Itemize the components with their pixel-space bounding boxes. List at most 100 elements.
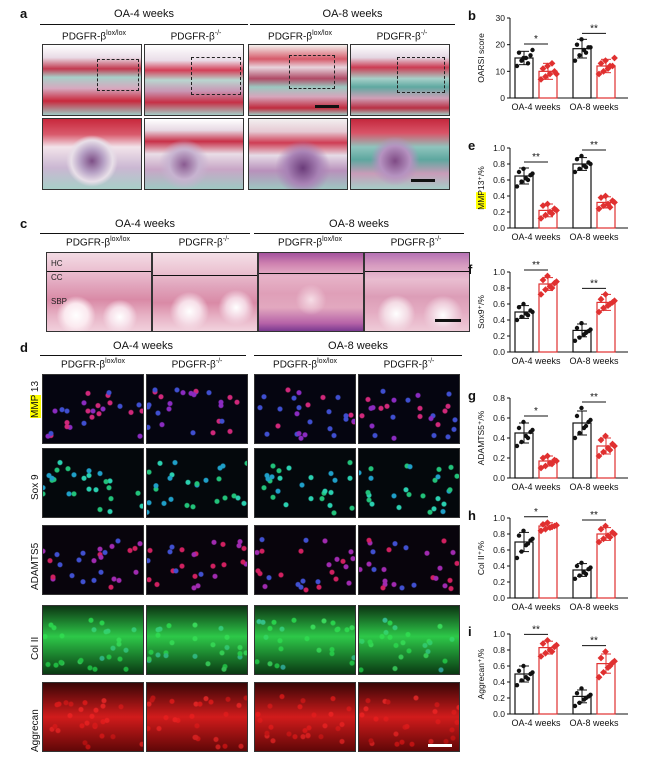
panel-c-group-2-line: [254, 233, 464, 234]
significance-label: *: [534, 34, 538, 45]
data-point: [525, 435, 531, 441]
panel-a-inset-box-2: [191, 57, 241, 95]
tidemark-line: [153, 275, 257, 276]
data-point: [530, 536, 535, 541]
chart-b-y-label: OARSI score: [476, 33, 486, 83]
if-image-aggrecan-3: [254, 682, 356, 752]
panel-c-label: c: [20, 216, 28, 231]
panel-d-group-1-line: [40, 355, 246, 356]
panel-c-he-image-3: [258, 252, 364, 332]
bar: [538, 525, 558, 599]
data-point: [577, 53, 582, 58]
row-label-mmp13: MMP 13: [30, 380, 41, 418]
chart-i-y-label: Aggrecan⁺/%: [476, 648, 486, 699]
category-label: OA-4 weeks: [511, 602, 561, 612]
row-label-aggrecan: Aggrecan: [30, 709, 41, 752]
y-tick-label: 0.8: [493, 645, 505, 655]
y-tick-label: 0.0: [493, 223, 505, 233]
significance-label: **: [590, 510, 598, 521]
y-tick-label: 0.6: [493, 299, 505, 309]
panel-a-scale-bar-bottom: [411, 179, 435, 182]
if-image-sox9-3: [254, 448, 356, 518]
data-point: [583, 571, 589, 577]
if-image-sox9-4: [358, 448, 460, 518]
data-point: [597, 295, 605, 303]
data-point: [525, 676, 531, 681]
data-point: [525, 61, 531, 66]
significance-label: **: [590, 392, 598, 403]
data-point: [606, 662, 614, 670]
y-tick-label: 0.2: [493, 577, 505, 587]
category-label: OA-8 weeks: [569, 482, 619, 492]
y-tick-label: 0.0: [493, 347, 505, 357]
data-point: [530, 47, 535, 53]
data-point: [579, 560, 584, 565]
chart-g-y-label: ADAMTS5⁺/%: [476, 410, 486, 465]
y-tick-label: 1.0: [493, 513, 505, 523]
data-point: [537, 653, 545, 660]
y-tick-label: 0: [500, 93, 505, 103]
data-point: [516, 50, 522, 55]
category-label: OA-8 weeks: [569, 718, 619, 728]
panel-e-label: e: [468, 138, 475, 153]
y-tick-label: 0.8: [493, 159, 505, 169]
y-tick-label: 0.4: [493, 433, 505, 443]
data-point: [548, 648, 556, 655]
data-point: [530, 427, 535, 433]
panel-d-genotype-1: PDGFR-βlox/lox: [61, 358, 125, 371]
panel-a-zoom-image-4: [350, 118, 450, 190]
panel-a-overview-image-1: [42, 44, 142, 116]
data-point: [583, 50, 589, 55]
panel-a-group-1-line: [40, 24, 248, 25]
row-label-adamts5: ADAMTS5: [30, 542, 41, 590]
y-tick-label: 20: [496, 40, 506, 50]
data-point: [516, 169, 522, 175]
category-label: OA-4 weeks: [511, 356, 561, 366]
data-point: [544, 637, 551, 644]
tidemark-line: [365, 271, 469, 272]
layer-label-sbp: SBP: [51, 297, 68, 306]
data-point: [514, 555, 520, 561]
layer-label-cc: CC: [51, 273, 63, 282]
data-point: [521, 419, 526, 425]
data-point: [602, 291, 609, 298]
panel-a-scale-bar-top: [315, 105, 339, 108]
data-point: [595, 538, 603, 546]
category-label: OA-8 weeks: [569, 602, 619, 612]
panel-a-label: a: [20, 6, 28, 21]
y-tick-label: 0.0: [493, 593, 505, 603]
y-tick-label: 0.0: [493, 473, 505, 483]
if-image-col2-2: [146, 605, 248, 675]
y-tick-label: 0.6: [493, 545, 505, 555]
data-point: [588, 417, 593, 423]
if-image-adamts5-4: [358, 525, 460, 595]
panel-f-label: f: [468, 262, 473, 277]
panel-i-label: i: [468, 624, 472, 639]
panel-a-group-2: OA-8 weeks: [322, 8, 383, 20]
data-point: [595, 205, 603, 213]
panel-a-zoom-image-1: [42, 118, 142, 190]
panel-a-genotype-3: PDGFR-βlox/lox: [268, 30, 332, 43]
data-point: [572, 58, 578, 63]
panel-d-group-2-line: [254, 355, 462, 356]
data-point: [521, 301, 526, 307]
chart-e-y-label: MMP13⁺/%: [476, 166, 486, 210]
data-point: [519, 179, 524, 184]
data-point: [579, 405, 584, 411]
panel-a-overview-image-2: [144, 44, 244, 116]
panel-d-genotype-4: PDGFR-β-/-: [383, 358, 435, 371]
tidemark-line: [259, 273, 363, 274]
data-point: [553, 521, 560, 529]
category-label: OA-8 weeks: [569, 232, 619, 242]
y-tick-label: 0.2: [493, 453, 505, 463]
y-tick-label: 1.0: [493, 143, 505, 153]
y-tick-label: 0.0: [493, 709, 505, 719]
if-image-adamts5-3: [254, 525, 356, 595]
data-point: [519, 549, 524, 554]
data-point: [579, 686, 584, 691]
panel-d-genotype-2: PDGFR-β-/-: [171, 358, 223, 371]
if-image-mmp13-3: [254, 374, 356, 444]
y-tick-label: 0.8: [493, 283, 505, 293]
y-tick-label: 10: [496, 66, 506, 76]
